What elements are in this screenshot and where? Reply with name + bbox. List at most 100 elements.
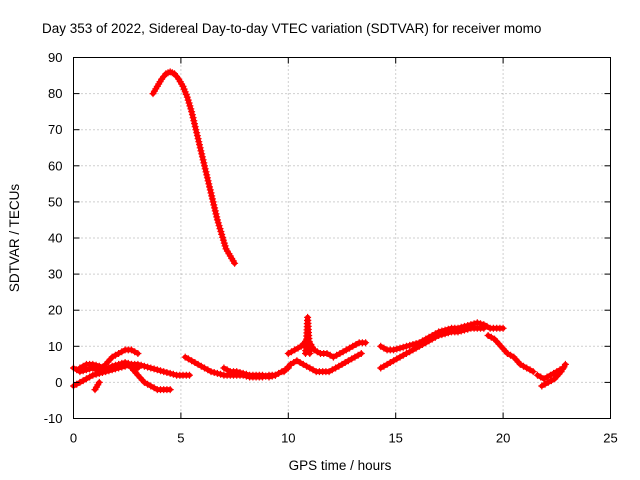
chart-title: Day 353 of 2022, Sidereal Day-to-day VTE… <box>42 21 541 36</box>
plot-area <box>70 68 569 394</box>
series-10 <box>280 350 365 376</box>
data-point <box>202 168 210 176</box>
x-tick-label: 0 <box>70 431 77 446</box>
series-17 <box>538 360 569 390</box>
data-point <box>200 159 208 167</box>
x-tick-label: 15 <box>388 431 402 446</box>
series-5 <box>95 346 142 376</box>
data-point <box>196 144 204 152</box>
data-point <box>210 369 218 376</box>
data-point <box>265 373 273 381</box>
data-point <box>163 369 171 376</box>
data-point <box>118 363 126 371</box>
data-point <box>193 129 201 137</box>
data-point <box>191 120 198 128</box>
gridlines <box>73 57 611 419</box>
data-point <box>441 330 449 338</box>
data-point <box>153 366 161 374</box>
data-point <box>205 180 213 188</box>
data-point <box>193 132 201 140</box>
data-point <box>457 327 465 335</box>
x-axis-label: GPS time / hours <box>289 458 392 473</box>
data-point <box>499 324 507 332</box>
data-point <box>189 114 197 122</box>
data-point <box>208 195 216 203</box>
data-point <box>529 368 537 376</box>
data-point <box>209 198 217 206</box>
data-point <box>460 326 468 334</box>
data-point <box>160 368 168 376</box>
y-tick-label: 90 <box>48 50 62 65</box>
series-14 <box>377 324 488 372</box>
series-6 <box>91 378 103 394</box>
y-axis-label: SDTVAR / TECUs <box>7 184 22 293</box>
data-point <box>111 365 119 373</box>
data-point <box>134 360 142 368</box>
y-tick-label: 80 <box>48 86 62 101</box>
data-point <box>197 147 205 155</box>
x-tick-label: 5 <box>177 431 184 446</box>
data-point <box>137 361 145 369</box>
data-point <box>192 126 200 134</box>
data-point <box>140 362 148 370</box>
data-point <box>206 183 213 191</box>
data-point <box>157 367 164 375</box>
y-tick-label: 0 <box>55 375 62 390</box>
data-point <box>121 362 129 370</box>
data-point <box>438 331 446 339</box>
axes: -10 0 10 20 30 40 50 60 70 80 90 0 5 10 15 20 25 <box>44 50 618 446</box>
data-point <box>166 386 174 394</box>
data-point <box>259 371 266 379</box>
data-point <box>454 328 462 336</box>
y-tick-label: 30 <box>48 267 62 282</box>
data-point <box>92 361 100 369</box>
data-point <box>199 156 207 164</box>
y-tick-label: 60 <box>48 158 62 173</box>
data-point <box>188 111 196 119</box>
data-point <box>268 372 276 380</box>
data-point <box>213 369 221 377</box>
x-tick-label: 10 <box>281 431 295 446</box>
data-point <box>211 204 219 212</box>
data-point <box>362 339 370 347</box>
y-tick-label: -10 <box>44 411 63 426</box>
data-point <box>207 189 215 197</box>
data-point <box>210 201 218 209</box>
data-point <box>262 372 270 380</box>
data-point <box>134 350 142 357</box>
data-point <box>188 108 196 116</box>
data-point <box>191 123 199 131</box>
data-point <box>91 386 99 394</box>
data-point <box>194 135 202 143</box>
data-point <box>444 329 452 337</box>
y-tick-label: 20 <box>48 303 62 318</box>
data-point <box>396 344 404 352</box>
series-15 <box>484 332 537 376</box>
data-point <box>201 165 209 173</box>
data-point <box>233 368 241 376</box>
y-tick-label: 70 <box>48 122 62 137</box>
data-point <box>390 346 398 354</box>
series-line <box>92 379 102 393</box>
data-point <box>435 332 443 339</box>
data-point <box>201 162 208 170</box>
data-point <box>166 369 174 377</box>
data-point <box>393 345 401 353</box>
data-point <box>198 150 206 158</box>
data-point <box>242 370 250 378</box>
data-point <box>207 368 215 376</box>
data-point <box>169 370 177 378</box>
data-point <box>212 210 220 218</box>
data-point <box>186 371 193 379</box>
y-tick-label: 10 <box>48 339 62 354</box>
data-point <box>406 341 414 349</box>
data-point <box>108 366 116 374</box>
data-point <box>89 371 97 379</box>
data-point <box>211 207 219 215</box>
data-point <box>195 138 203 146</box>
data-point <box>464 325 472 333</box>
data-point <box>480 324 488 332</box>
data-point <box>203 174 211 182</box>
series-9 <box>220 364 279 381</box>
